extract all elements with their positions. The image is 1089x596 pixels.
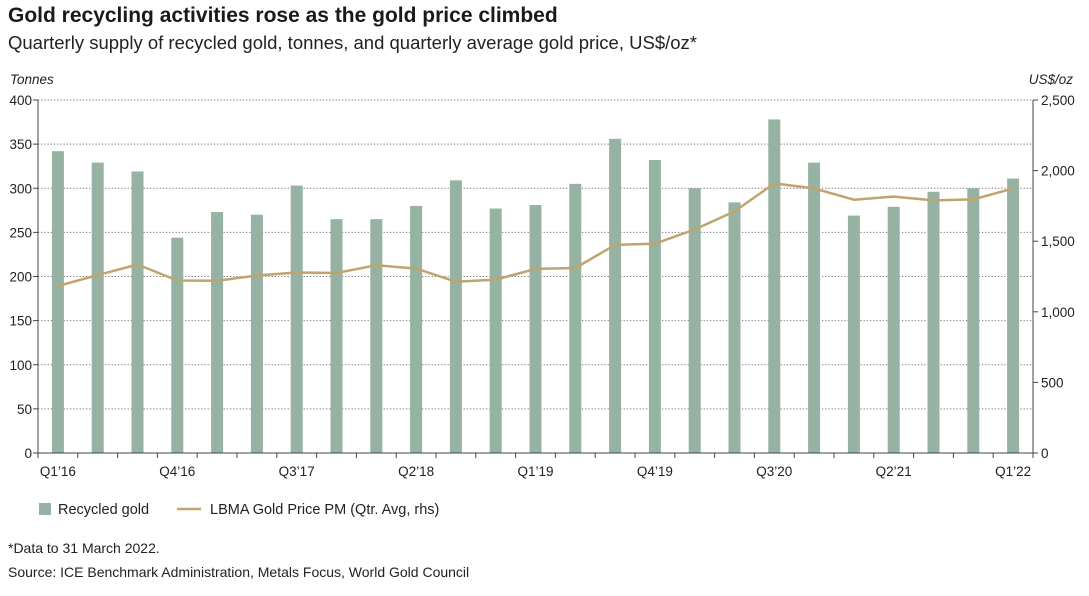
bar-recycled-gold: [648, 160, 661, 453]
legend-swatch-recycled-gold: [39, 503, 51, 515]
bar-recycled-gold: [967, 188, 980, 453]
x-tick-label: Q2’21: [876, 464, 912, 479]
bar-recycled-gold: [728, 202, 741, 453]
bar-recycled-gold: [529, 205, 542, 453]
bar-recycled-gold: [768, 119, 781, 453]
right-tick-label: 2,000: [1041, 164, 1075, 179]
line-series: [56, 182, 1015, 288]
bar-recycled-gold: [250, 214, 263, 453]
point-gold-price: [494, 278, 498, 281]
bar-recycled-gold: [370, 219, 383, 453]
left-tick-label: 0: [24, 446, 32, 461]
point-gold-price: [255, 274, 259, 277]
point-gold-price: [96, 273, 99, 277]
bar-recycled-gold: [688, 188, 701, 453]
point-gold-price: [534, 267, 537, 271]
point-gold-price: [972, 198, 975, 201]
bar-recycled-gold: [410, 205, 423, 453]
left-tick-label: 100: [9, 358, 32, 373]
source-note: Source: ICE Benchmark Administration, Me…: [8, 564, 470, 580]
point-gold-price: [335, 271, 338, 275]
bar-recycled-gold: [569, 183, 582, 453]
bar-recycled-gold: [211, 212, 224, 453]
left-axis-unit: Tonnes: [10, 72, 54, 87]
bar-recycled-gold: [847, 215, 860, 453]
x-tick-label: Q1’16: [40, 464, 76, 479]
left-tick-label: 250: [9, 225, 32, 240]
axes: 0 50 100 150 200 250 300 350 400 0 500 1,000 1,500 2,…: [9, 93, 1074, 479]
point-gold-price: [932, 199, 935, 202]
left-tick-label: 350: [9, 137, 32, 152]
x-tick-label: Q4’19: [637, 464, 673, 479]
footnote: *Data to 31 March 2022.: [8, 540, 160, 556]
point-gold-price: [852, 198, 856, 201]
bar-recycled-gold: [1007, 178, 1020, 454]
point-gold-price: [414, 267, 418, 270]
point-gold-price: [574, 266, 577, 270]
left-tick-label: 400: [9, 93, 32, 108]
bar-recycled-gold: [609, 138, 622, 453]
point-gold-price: [653, 242, 657, 246]
bar-recycled-gold: [449, 180, 462, 453]
right-axis-unit: US$/oz: [1029, 72, 1074, 87]
right-tick-label: 1,000: [1041, 305, 1075, 320]
x-tick-label: Q1’19: [517, 464, 553, 479]
bar-recycled-gold: [489, 208, 502, 453]
chart-title: Gold recycling activities rose as the go…: [8, 4, 558, 27]
x-tick-label: Q3’17: [279, 464, 315, 479]
point-gold-price: [733, 210, 736, 213]
point-gold-price: [693, 228, 696, 231]
point-gold-price: [136, 263, 139, 266]
right-tick-label: 2,500: [1041, 93, 1075, 108]
right-tick-label: 500: [1041, 375, 1064, 390]
left-tick-label: 300: [9, 181, 32, 196]
left-tick-label: 150: [9, 314, 32, 329]
point-gold-price: [454, 280, 458, 284]
bar-recycled-gold: [887, 206, 900, 453]
point-gold-price: [773, 182, 776, 185]
gridlines: [38, 99, 1033, 410]
point-gold-price: [892, 195, 895, 198]
bar-recycled-gold: [927, 191, 940, 453]
point-gold-price: [295, 271, 299, 274]
left-tick-label: 50: [17, 402, 32, 417]
left-tick-label: 200: [9, 270, 32, 285]
legend-label-gold-price: LBMA Gold Price PM (Qtr. Avg, rhs): [210, 502, 439, 518]
bar-recycled-gold: [51, 151, 64, 453]
legend-label-recycled-gold: Recycled gold: [58, 502, 149, 518]
bar-recycled-gold: [91, 162, 104, 453]
right-tick-label: 0: [1041, 446, 1049, 461]
chart-subtitle: Quarterly supply of recycled gold, tonne…: [8, 32, 697, 53]
point-gold-price: [812, 187, 816, 190]
x-tick-label: Q1’22: [995, 464, 1031, 479]
point-gold-price: [375, 263, 378, 267]
right-tick-label: 1,500: [1041, 234, 1075, 249]
bar-series: [51, 119, 1020, 454]
point-gold-price: [176, 279, 179, 282]
bar-recycled-gold: [171, 237, 184, 453]
x-tick-label: Q3’20: [756, 464, 792, 479]
x-tick-label: Q2’18: [398, 464, 434, 479]
legend: Recycled gold LBMA Gold Price PM (Qtr. A…: [39, 502, 439, 518]
bar-recycled-gold: [330, 219, 343, 453]
point-gold-price: [215, 279, 219, 283]
bar-recycled-gold: [808, 162, 821, 453]
x-tick-label: Q4’16: [159, 464, 195, 479]
point-gold-price: [1011, 187, 1015, 190]
point-gold-price: [613, 243, 617, 247]
bar-recycled-gold: [131, 171, 144, 454]
bar-recycled-gold: [290, 185, 303, 454]
point-gold-price: [56, 284, 60, 288]
